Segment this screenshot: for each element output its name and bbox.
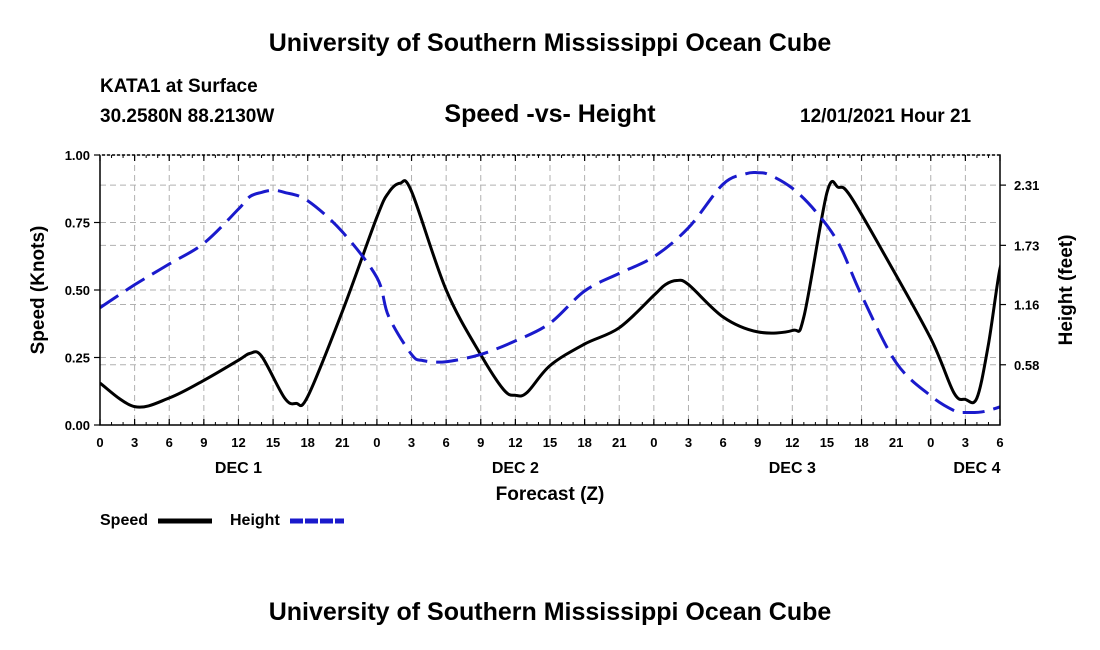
x-tick-label: 3 [685,435,692,450]
day-label: DEC 2 [492,460,539,477]
x-tick-label: 12 [785,435,799,450]
x-tick-label: 9 [477,435,484,450]
x-tick-label: 3 [131,435,138,450]
x-tick-label: 21 [612,435,626,450]
x-tick-label: 0 [650,435,657,450]
x-tick-label: 0 [927,435,934,450]
legend-label-height: Height [230,512,280,529]
day-label: DEC 4 [953,460,1000,477]
chart-title: University of Southern Mississippi Ocean… [268,29,832,57]
y-tick-label: 0.75 [65,216,90,231]
x-tick-label: 18 [854,435,868,450]
y-tick-label: 0.25 [65,351,90,366]
x-tick-label: 18 [300,435,314,450]
x-tick-label: 21 [335,435,349,450]
x-tick-label: 9 [754,435,761,450]
y-axis-title: Speed (Knots) [28,226,49,355]
x-tick-label: 12 [231,435,245,450]
legend-label-speed: Speed [100,512,148,529]
x-tick-label: 15 [266,435,280,450]
x-axis-title: Forecast (Z) [496,484,605,505]
series-layer [100,170,1000,415]
grid-lines [99,154,1001,426]
station-name: KATA1 at Surface [100,76,258,97]
y-tick-label: 0.50 [65,283,90,298]
axis-ticks: 0 3 6 9 12 15 18 21 0 3 6 9 12 15 18 21 0 3 6 9 12 15 18 21 0 3 6 D… [65,148,1040,477]
y2-tick-label: 1.16 [1014,298,1039,313]
y2-axis-title: Height (feet) [1056,235,1077,346]
x-tick-label: 15 [543,435,557,450]
x-tick-label: 3 [408,435,415,450]
station-coordinates: 30.2580N 88.2130W [100,106,275,127]
y-tick-label: 1.00 [65,148,90,163]
x-tick-label: 6 [443,435,450,450]
day-label: DEC 1 [215,460,262,477]
x-tick-label: 18 [577,435,591,450]
y2-tick-label: 2.31 [1014,178,1039,193]
footer-title: University of Southern Mississippi Ocean… [268,598,832,626]
x-tick-label: 15 [820,435,834,450]
legend: Speed Height [100,512,344,529]
x-tick-label: 9 [200,435,207,450]
series-line-height [100,170,1000,415]
y2-tick-label: 0.58 [1014,358,1039,373]
x-tick-label: 21 [889,435,903,450]
y2-tick-label: 1.73 [1014,238,1039,253]
x-tick-label: 6 [719,435,726,450]
x-tick-label: 0 [373,435,380,450]
day-label: DEC 3 [769,460,816,477]
x-tick-label: 6 [166,435,173,450]
run-datetime: 12/01/2021 Hour 21 [800,106,972,127]
chart-subtitle: Speed -vs- Height [444,100,656,128]
x-tick-label: 0 [96,435,103,450]
x-tick-label: 6 [996,435,1003,450]
x-tick-label: 12 [508,435,522,450]
x-tick-label: 3 [962,435,969,450]
series-line-speed [100,179,1000,409]
y-tick-label: 0.00 [65,418,90,433]
